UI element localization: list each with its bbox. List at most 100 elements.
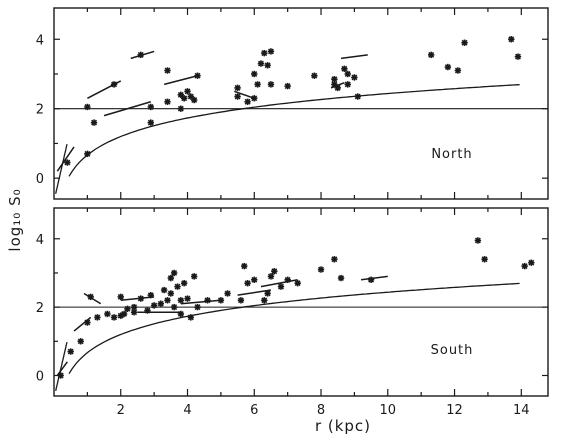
data-point: [254, 81, 261, 88]
data-point: [177, 310, 185, 318]
data-point: [508, 36, 515, 43]
data-point: [237, 297, 245, 304]
data-point: [170, 303, 178, 311]
data-point: [251, 276, 258, 283]
data-point: [57, 372, 64, 379]
data-segment: [233, 90, 255, 99]
data-point: [204, 297, 211, 304]
data-point: [120, 310, 128, 318]
data-point: [170, 269, 178, 277]
data-point: [160, 286, 168, 294]
data-point: [481, 256, 488, 263]
data-point: [344, 81, 351, 88]
data-point: [367, 276, 375, 283]
data-point: [261, 297, 268, 304]
north-panel: 0 2 4 North: [36, 7, 549, 200]
data-point: [164, 98, 171, 105]
data-point: [351, 74, 358, 81]
data-point: [94, 314, 101, 321]
data-point: [217, 297, 225, 304]
data-point: [137, 51, 144, 59]
data-segment: [340, 54, 368, 60]
data-point: [164, 297, 171, 304]
data-point: [344, 70, 351, 78]
data-point: [174, 283, 181, 290]
x-tick-label: 6: [250, 403, 258, 418]
model-curve: [68, 84, 520, 177]
panel-label: South: [431, 343, 474, 358]
data-point: [190, 96, 198, 104]
data-point: [167, 290, 175, 297]
x-tick-label: 4: [183, 403, 191, 418]
data-point: [90, 119, 98, 126]
y-tick-label: 4: [36, 33, 44, 48]
data-point: [334, 84, 341, 92]
data-point: [261, 49, 268, 57]
data-point: [474, 237, 482, 244]
data-point: [241, 262, 248, 270]
data-point: [137, 295, 144, 302]
data-point: [284, 276, 291, 283]
data-point: [234, 84, 241, 92]
data-point: [311, 72, 318, 79]
data-segment: [103, 101, 152, 117]
data-point: [337, 274, 345, 282]
data-segment: [163, 74, 198, 86]
data-point: [104, 310, 111, 318]
y-tick-label: 0: [36, 172, 44, 187]
data-point: [528, 259, 535, 266]
panel-frame: [53, 207, 549, 397]
data-point: [194, 303, 201, 311]
data-point: [164, 67, 171, 74]
data-segment: [260, 279, 298, 288]
data-point: [64, 159, 71, 166]
data-point: [77, 338, 84, 345]
data-point: [177, 297, 185, 304]
data-segment: [360, 275, 388, 281]
data-segment: [180, 299, 221, 305]
data-point: [180, 280, 188, 287]
data-point: [130, 303, 138, 311]
south-panel: 0 2 4 South: [36, 207, 549, 397]
data-point: [251, 70, 258, 78]
x-tick-label: 8: [317, 403, 325, 418]
data-point: [190, 273, 198, 280]
data-point: [257, 60, 265, 67]
data-point: [331, 256, 338, 263]
data-point: [514, 53, 522, 60]
data-point: [354, 93, 361, 100]
x-tick-label: 10: [380, 403, 397, 418]
y-tick-label: 4: [36, 233, 44, 248]
x-tick-label: 2: [117, 403, 125, 418]
data-point: [110, 314, 118, 321]
data-point: [147, 119, 154, 126]
data-point: [144, 307, 151, 314]
data-point: [124, 305, 131, 313]
data-point: [117, 293, 124, 301]
data-point: [341, 65, 348, 72]
data-point: [157, 300, 165, 307]
y-axis-title: log₁₀ S₀: [6, 188, 24, 251]
y-tick-label: 2: [36, 103, 44, 118]
data-point: [267, 48, 275, 55]
data-point: [521, 262, 528, 270]
data-point: [194, 72, 201, 79]
data-point: [277, 283, 285, 290]
data-point: [184, 88, 191, 95]
x-tick-label: 12: [446, 403, 463, 418]
data-point: [84, 150, 91, 158]
data-point: [264, 290, 271, 297]
data-point: [264, 62, 271, 69]
data-point: [184, 295, 191, 302]
data-point: [444, 63, 452, 71]
data-point: [251, 95, 258, 102]
data-point: [110, 81, 118, 88]
model-curve-inner: [55, 341, 68, 392]
data-point: [180, 95, 188, 102]
data-point: [147, 103, 154, 111]
data-point: [317, 266, 325, 273]
data-point: [67, 348, 74, 355]
data-point: [267, 81, 275, 88]
data-point: [284, 82, 291, 90]
